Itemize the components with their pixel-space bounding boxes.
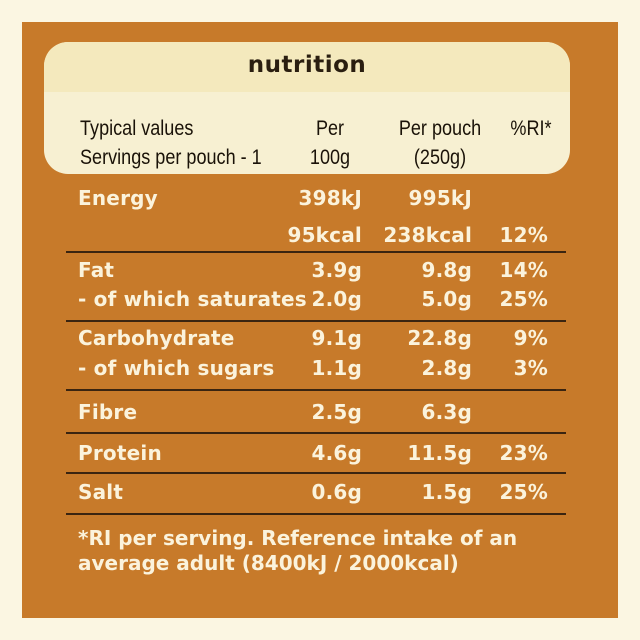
row-energy-kcal-pouch: 238kcal (383, 223, 472, 247)
divider (66, 251, 566, 253)
row-saturates-ri: 25% (499, 287, 548, 311)
row-protein-pouch: 11.5g (407, 441, 472, 465)
row-protein-ri: 23% (499, 441, 548, 465)
row-label-carbohydrate: Carbohydrate (78, 326, 235, 350)
divider (66, 320, 566, 322)
title-band (44, 42, 570, 92)
divider (66, 432, 566, 434)
header-per-pouch: Per pouch (398, 117, 482, 140)
row-fibre-pouch: 6.3g (421, 400, 472, 424)
row-label-salt: Salt (78, 480, 124, 504)
table-header: nutrition (44, 42, 570, 174)
row-label-sugars: - of which sugars (78, 356, 275, 380)
divider (66, 389, 566, 391)
row-label-saturates: - of which saturates (78, 287, 307, 311)
row-carbohydrate-pouch: 22.8g (407, 326, 472, 350)
row-carbohydrate-100g: 9.1g (311, 326, 362, 350)
row-sugars-pouch: 2.8g (421, 356, 472, 380)
row-sugars-100g: 1.1g (311, 356, 362, 380)
footnote-line-1: *RI per serving. Reference intake of an (78, 526, 518, 550)
row-carbohydrate-ri: 9% (513, 326, 548, 350)
row-saturates-pouch: 5.0g (421, 287, 472, 311)
row-sugars-ri: 3% (513, 356, 548, 380)
header-100g: 100g (309, 146, 351, 169)
row-label-protein: Protein (78, 441, 162, 465)
header-per: Per (315, 117, 345, 140)
row-saturates-100g: 2.0g (311, 287, 362, 311)
divider (66, 472, 566, 474)
header-typical-values: Typical values (80, 117, 194, 140)
header-250g: (250g) (413, 146, 467, 169)
row-salt-ri: 25% (499, 480, 548, 504)
row-fat-100g: 3.9g (311, 258, 362, 282)
row-label-fat: Fat (78, 258, 115, 282)
row-salt-100g: 0.6g (311, 480, 362, 504)
row-label-energy: Energy (78, 186, 158, 210)
row-fibre-100g: 2.5g (311, 400, 362, 424)
header-ri: %RI* (510, 117, 552, 140)
row-energy-kj-pouch: 995kJ (408, 186, 472, 210)
footnote-line-2: average adult (8400kJ / 2000kcal) (78, 551, 459, 575)
row-fat-ri: 14% (499, 258, 548, 282)
row-energy-kj-100g: 398kJ (298, 186, 362, 210)
header-servings: Servings per pouch - 1 (80, 146, 262, 169)
row-fat-pouch: 9.8g (421, 258, 472, 282)
row-energy-ri: 12% (499, 223, 548, 247)
panel-title: nutrition (247, 52, 367, 78)
row-label-fibre: Fibre (78, 400, 138, 424)
divider (66, 513, 566, 515)
row-protein-100g: 4.6g (311, 441, 362, 465)
row-energy-kcal-100g: 95kcal (287, 223, 362, 247)
row-salt-pouch: 1.5g (421, 480, 472, 504)
